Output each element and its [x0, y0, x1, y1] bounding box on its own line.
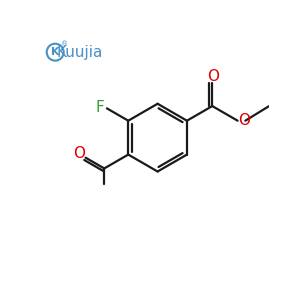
Text: ®: ® [61, 41, 68, 47]
Text: O: O [238, 113, 250, 128]
Text: Kuujia: Kuujia [57, 45, 103, 60]
Text: F: F [96, 100, 104, 115]
Text: O: O [74, 146, 86, 161]
Text: O: O [207, 68, 219, 83]
Text: K: K [51, 47, 59, 57]
